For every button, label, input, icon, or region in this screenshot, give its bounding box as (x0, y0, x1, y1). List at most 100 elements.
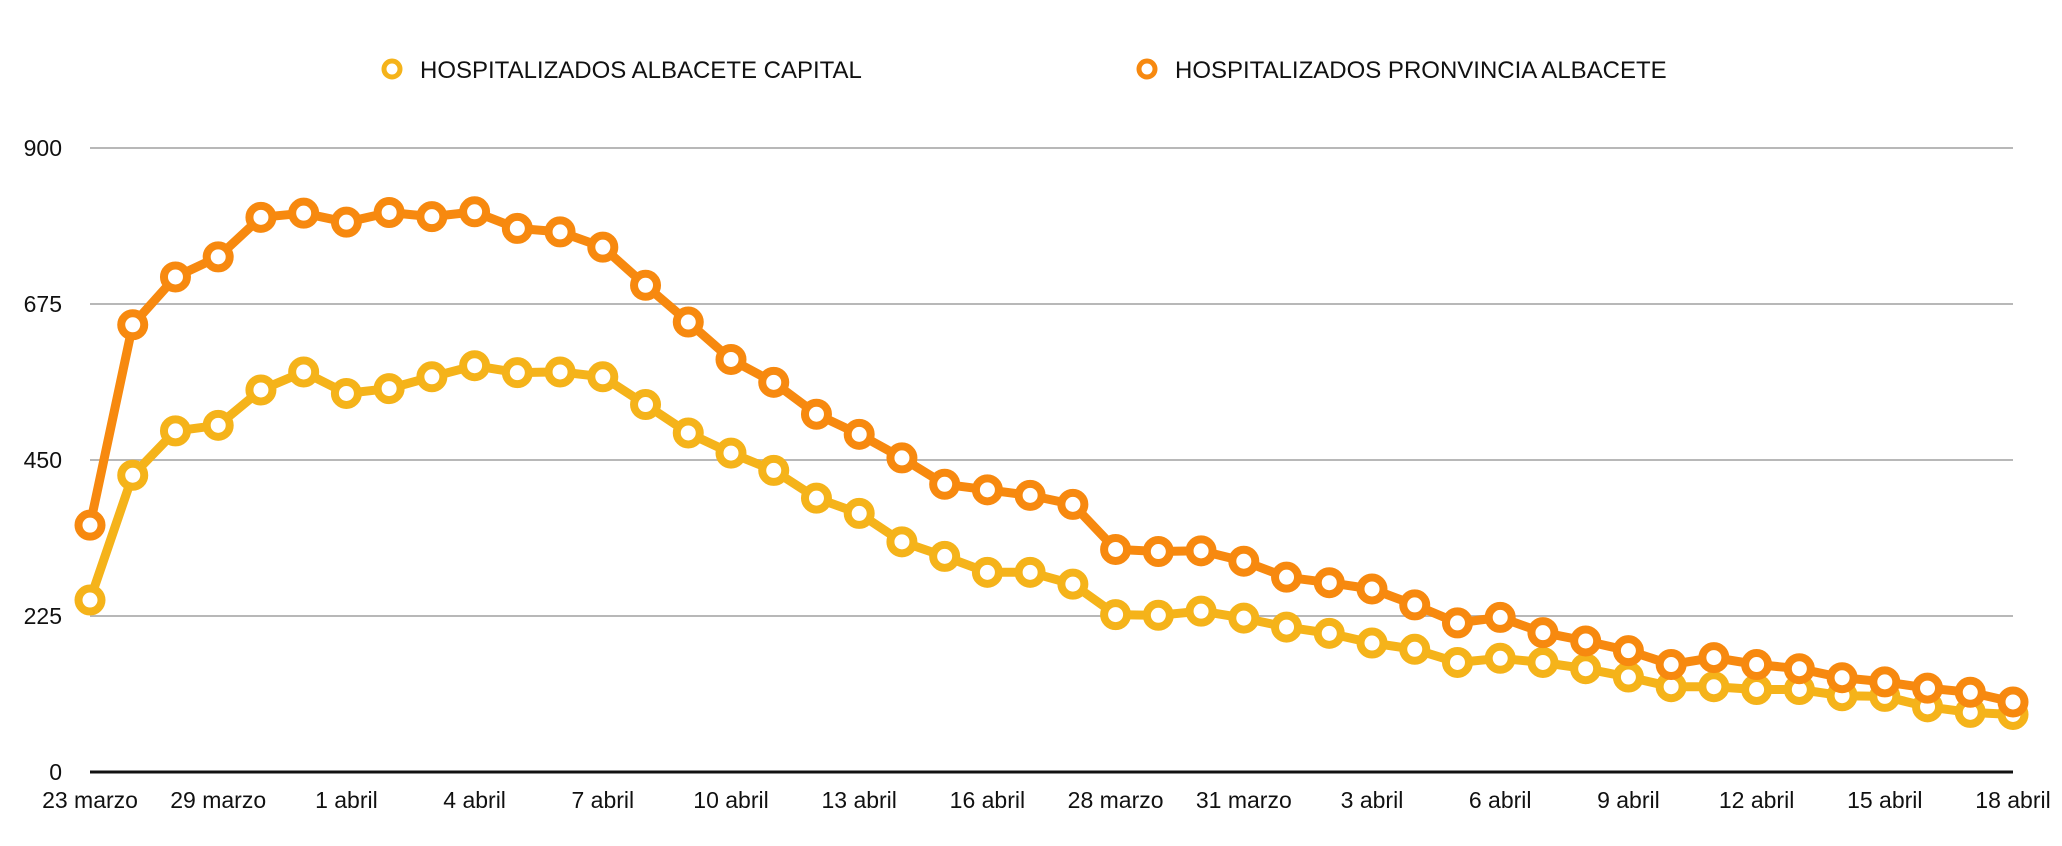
data-point[interactable] (1527, 646, 1559, 678)
data-point[interactable] (1484, 642, 1516, 674)
data-point[interactable] (74, 584, 106, 616)
data-point[interactable] (117, 309, 149, 341)
data-point[interactable] (1912, 672, 1944, 704)
legend-label-capital: HOSPITALIZADOS ALBACETE CAPITAL (420, 57, 862, 84)
data-point[interactable] (501, 357, 533, 389)
data-point[interactable] (1741, 649, 1773, 681)
data-point[interactable] (1570, 625, 1602, 657)
legend-item-provincia[interactable]: HOSPITALIZADOS PRONVINCIA ALBACETE (1136, 57, 1667, 84)
data-point[interactable] (202, 409, 234, 441)
data-point[interactable] (1228, 545, 1260, 577)
x-tick-label: 12 abril (1719, 787, 1794, 813)
data-point[interactable] (715, 343, 747, 375)
data-point[interactable] (843, 418, 875, 450)
data-point[interactable] (1313, 567, 1345, 599)
data-point[interactable] (758, 366, 790, 398)
data-point[interactable] (1228, 602, 1260, 634)
data-point[interactable] (1655, 649, 1687, 681)
data-point[interactable] (971, 474, 1003, 506)
y-tick-label: 225 (24, 603, 62, 629)
data-point[interactable] (1869, 666, 1901, 698)
data-point[interactable] (1741, 673, 1773, 705)
data-point[interactable] (373, 373, 405, 405)
data-point[interactable] (672, 417, 704, 449)
data-point[interactable] (1612, 661, 1644, 693)
data-point[interactable] (715, 437, 747, 469)
data-point[interactable] (1100, 599, 1132, 631)
data-point[interactable] (1997, 686, 2029, 718)
data-point[interactable] (1142, 536, 1174, 568)
data-point[interactable] (1356, 573, 1388, 605)
x-tick-label: 6 abril (1469, 787, 1532, 813)
data-point[interactable] (1441, 607, 1473, 639)
data-point[interactable] (1527, 617, 1559, 649)
data-point[interactable] (800, 398, 832, 430)
data-point[interactable] (501, 212, 533, 244)
data-point[interactable] (1356, 627, 1388, 659)
data-point[interactable] (929, 468, 961, 500)
data-point[interactable] (971, 556, 1003, 588)
data-point[interactable] (1185, 595, 1217, 627)
data-point[interactable] (1570, 653, 1602, 685)
data-point[interactable] (117, 459, 149, 491)
data-point[interactable] (1783, 653, 1815, 685)
data-point[interactable] (544, 356, 576, 388)
series-line (85, 361, 2018, 719)
data-point[interactable] (800, 482, 832, 514)
data-point[interactable] (1185, 535, 1217, 567)
data-point[interactable] (330, 377, 362, 409)
data-point[interactable] (929, 540, 961, 572)
data-point[interactable] (1399, 589, 1431, 621)
data-point[interactable] (1271, 611, 1303, 643)
data-point[interactable] (1014, 556, 1046, 588)
data-point[interactable] (1698, 671, 1730, 703)
data-point[interactable] (159, 261, 191, 293)
data-point[interactable] (416, 361, 448, 393)
data-point[interactable] (245, 201, 277, 233)
data-point[interactable] (672, 306, 704, 338)
data-point[interactable] (1142, 599, 1174, 631)
data-point[interactable] (587, 231, 619, 263)
data-point[interactable] (1826, 662, 1858, 694)
x-tick-label: 23 marzo (42, 787, 138, 813)
data-point[interactable] (159, 415, 191, 447)
data-point[interactable] (459, 196, 491, 228)
legend-item-capital[interactable]: HOSPITALIZADOS ALBACETE CAPITAL (381, 57, 862, 84)
data-point[interactable] (245, 374, 277, 406)
data-point[interactable] (1100, 533, 1132, 565)
data-point[interactable] (330, 206, 362, 238)
data-point[interactable] (1441, 646, 1473, 678)
data-point[interactable] (1271, 561, 1303, 593)
y-tick-label: 900 (24, 135, 62, 161)
legend-marker-capital (381, 58, 403, 80)
x-tick-label: 15 abril (1847, 787, 1922, 813)
data-point[interactable] (758, 454, 790, 486)
data-point[interactable] (587, 361, 619, 393)
data-point[interactable] (1014, 479, 1046, 511)
data-point[interactable] (630, 389, 662, 421)
data-point[interactable] (544, 216, 576, 248)
data-point[interactable] (459, 350, 491, 382)
data-point[interactable] (1612, 635, 1644, 667)
data-point[interactable] (886, 442, 918, 474)
data-point[interactable] (288, 356, 320, 388)
data-point[interactable] (1698, 642, 1730, 674)
chart-legend: HOSPITALIZADOS ALBACETE CAPITAL HOSPITAL… (381, 57, 1667, 84)
data-point[interactable] (1399, 633, 1431, 665)
x-tick-label: 3 abril (1341, 787, 1404, 813)
data-point[interactable] (1954, 676, 1986, 708)
data-point[interactable] (1484, 601, 1516, 633)
data-point[interactable] (843, 497, 875, 529)
data-point[interactable] (1057, 488, 1089, 520)
data-point[interactable] (373, 196, 405, 228)
data-point[interactable] (1057, 568, 1089, 600)
data-point[interactable] (886, 526, 918, 558)
data-point[interactable] (416, 201, 448, 233)
data-point[interactable] (288, 197, 320, 229)
series (74, 196, 2029, 730)
data-point[interactable] (202, 241, 234, 273)
data-point[interactable] (74, 509, 106, 541)
data-point[interactable] (630, 269, 662, 301)
data-point[interactable] (1313, 617, 1345, 649)
